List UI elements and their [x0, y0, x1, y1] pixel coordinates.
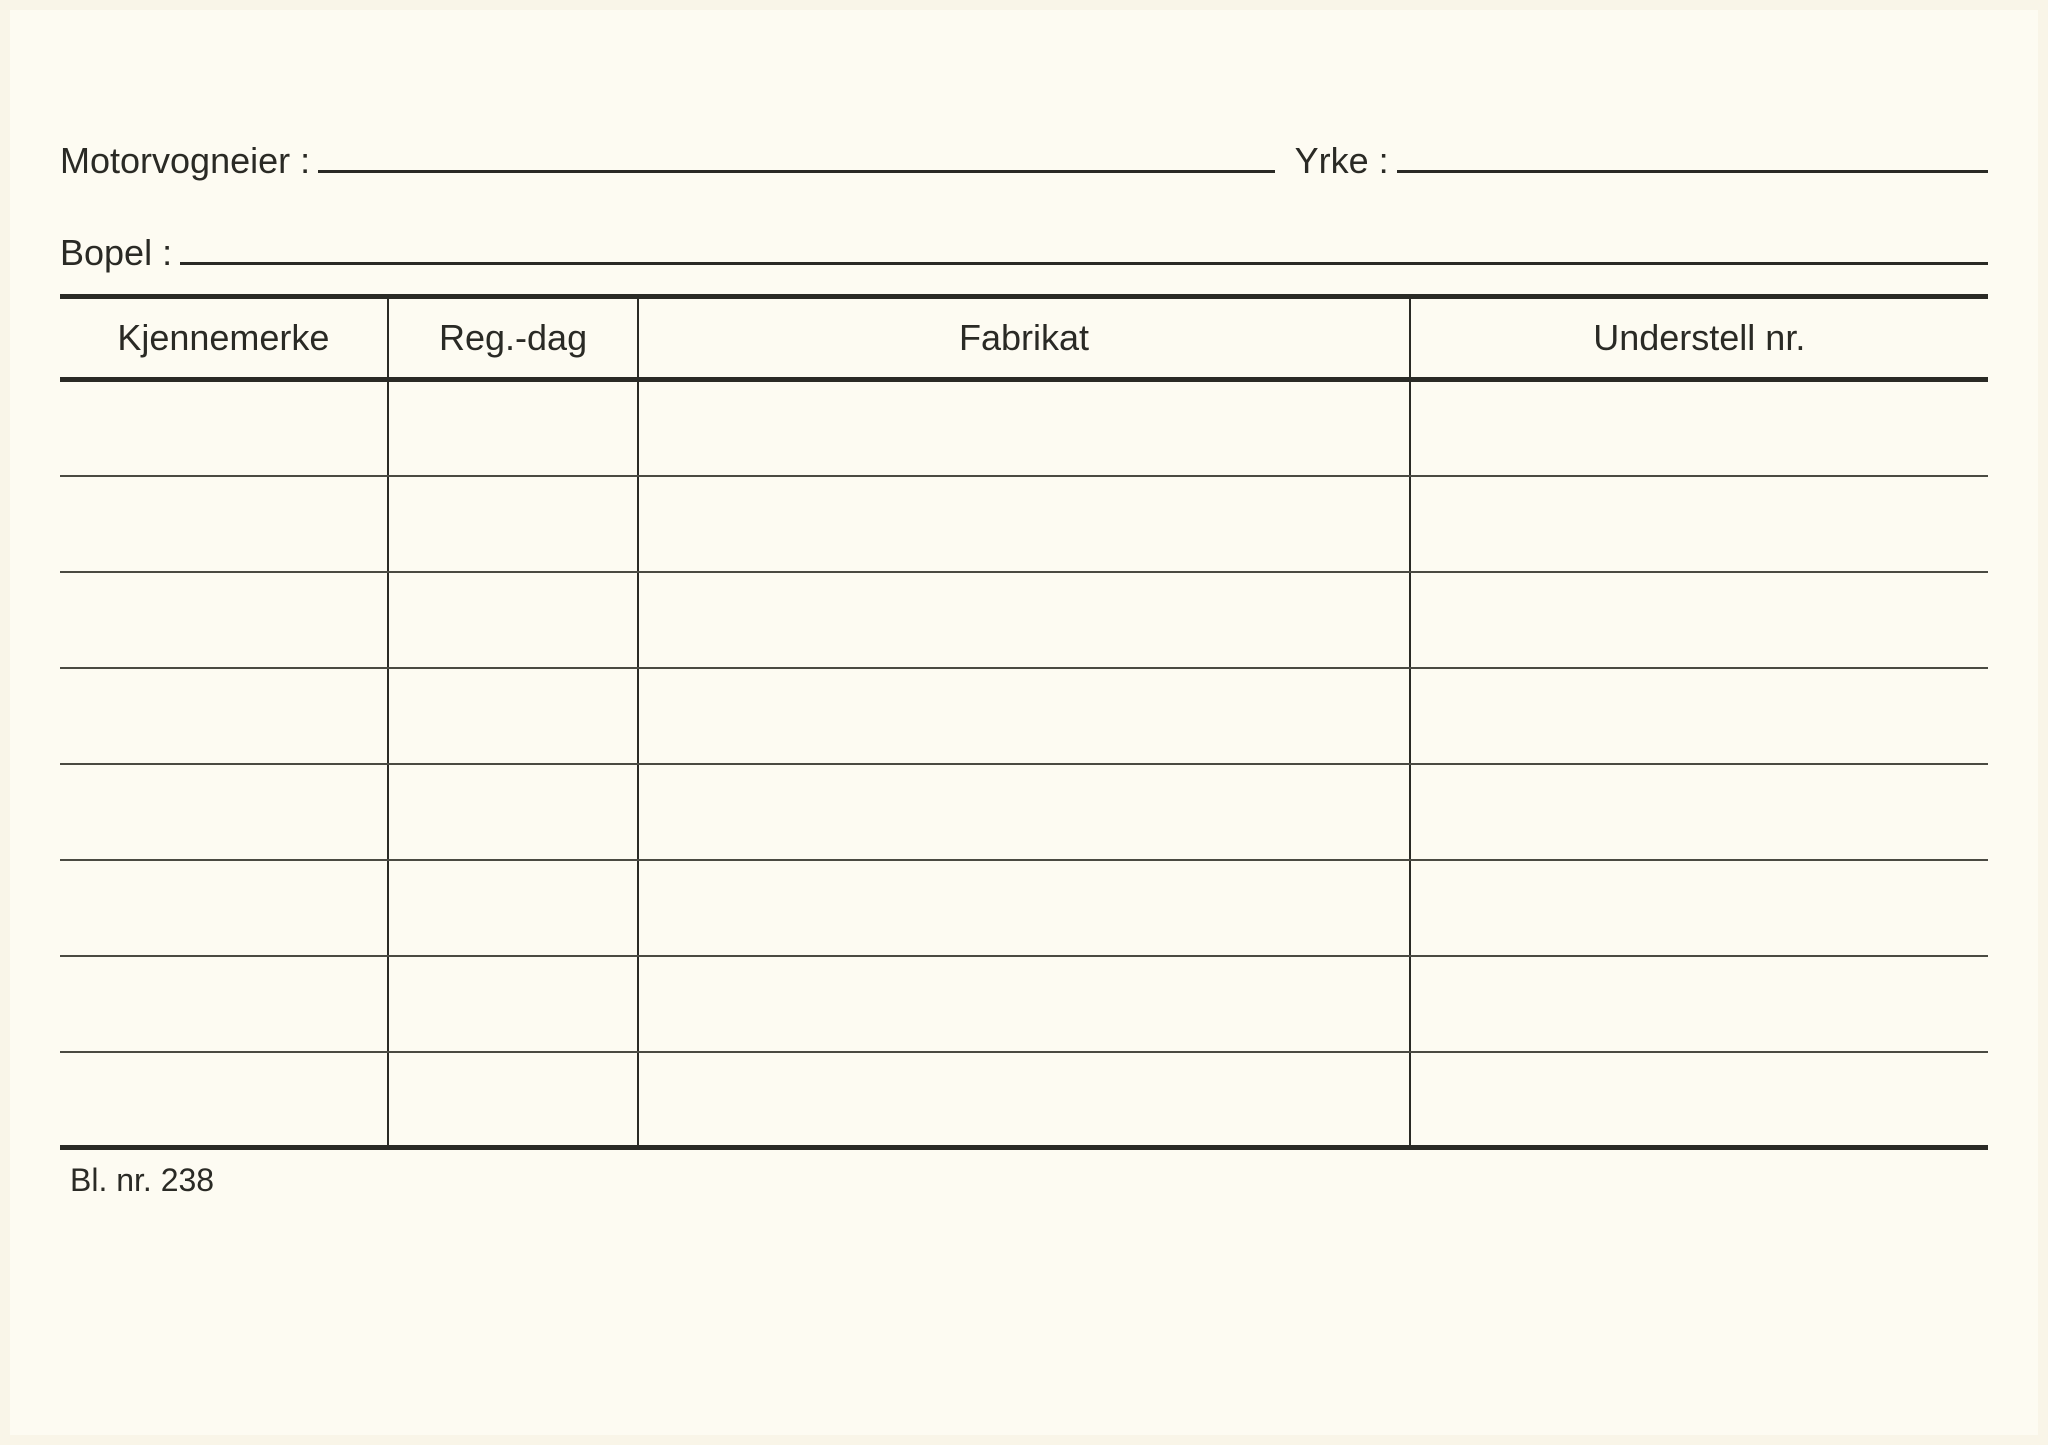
- col-header-regdag: Reg.-dag: [388, 297, 639, 380]
- owner-label: Motorvogneier :: [60, 140, 310, 182]
- cell-understell: [1410, 764, 1988, 860]
- table-row: [60, 668, 1988, 764]
- cell-regdag: [388, 1052, 639, 1148]
- cell-kjennemerke: [60, 668, 388, 764]
- table-header-row: Kjennemerke Reg.-dag Fabrikat Understell…: [60, 297, 1988, 380]
- col-header-fabrikat: Fabrikat: [638, 297, 1409, 380]
- table-row: [60, 572, 1988, 668]
- cell-understell: [1410, 572, 1988, 668]
- cell-understell: [1410, 1052, 1988, 1148]
- cell-understell: [1410, 668, 1988, 764]
- cell-regdag: [388, 572, 639, 668]
- cell-kjennemerke: [60, 1052, 388, 1148]
- residence-fill-line: [180, 262, 1988, 265]
- cell-kjennemerke: [60, 476, 388, 572]
- table-row: [60, 860, 1988, 956]
- cell-understell: [1410, 476, 1988, 572]
- cell-kjennemerke: [60, 380, 388, 476]
- cell-regdag: [388, 764, 639, 860]
- registration-card: Motorvogneier : Yrke : Bopel : Kjennemer…: [10, 10, 2038, 1435]
- cell-understell: [1410, 380, 1988, 476]
- cell-regdag: [388, 956, 639, 1052]
- occupation-fill-line: [1397, 170, 1988, 173]
- cell-regdag: [388, 860, 639, 956]
- owner-fill-line: [318, 170, 1275, 173]
- occupation-field-group: Yrke :: [1295, 140, 1988, 182]
- table-row: [60, 1052, 1988, 1148]
- cell-regdag: [388, 476, 639, 572]
- vehicle-table: Kjennemerke Reg.-dag Fabrikat Understell…: [60, 294, 1988, 1150]
- cell-kjennemerke: [60, 956, 388, 1052]
- table-row: [60, 476, 1988, 572]
- cell-fabrikat: [638, 956, 1409, 1052]
- cell-fabrikat: [638, 860, 1409, 956]
- cell-kjennemerke: [60, 860, 388, 956]
- col-header-kjennemerke: Kjennemerke: [60, 297, 388, 380]
- cell-fabrikat: [638, 764, 1409, 860]
- cell-fabrikat: [638, 476, 1409, 572]
- owner-field-group: Motorvogneier :: [60, 140, 1275, 182]
- residence-row: Bopel :: [60, 232, 1988, 274]
- cell-understell: [1410, 956, 1988, 1052]
- cell-regdag: [388, 380, 639, 476]
- owner-occupation-row: Motorvogneier : Yrke :: [60, 140, 1988, 182]
- cell-fabrikat: [638, 572, 1409, 668]
- cell-fabrikat: [638, 1052, 1409, 1148]
- table-row: [60, 764, 1988, 860]
- cell-kjennemerke: [60, 764, 388, 860]
- form-number: Bl. nr. 238: [70, 1162, 1988, 1199]
- cell-regdag: [388, 668, 639, 764]
- cell-fabrikat: [638, 668, 1409, 764]
- cell-understell: [1410, 860, 1988, 956]
- cell-fabrikat: [638, 380, 1409, 476]
- residence-label: Bopel :: [60, 232, 172, 274]
- table-row: [60, 956, 1988, 1052]
- table-row: [60, 380, 1988, 476]
- col-header-understell: Understell nr.: [1410, 297, 1988, 380]
- occupation-label: Yrke :: [1295, 140, 1389, 182]
- cell-kjennemerke: [60, 572, 388, 668]
